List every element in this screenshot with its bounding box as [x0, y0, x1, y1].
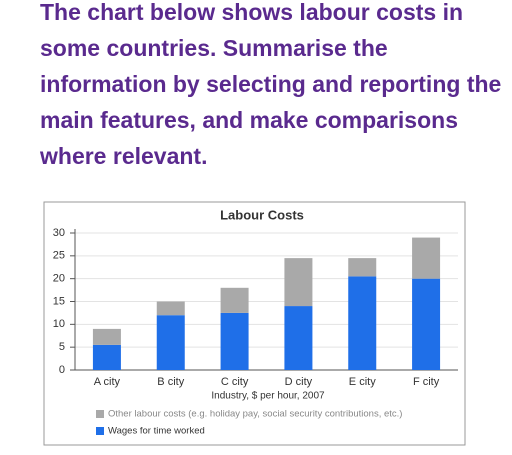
bar-segment [284, 258, 313, 307]
chart-title: Labour Costs [220, 207, 304, 222]
legend-swatch [96, 427, 104, 435]
x-tick-label: E city [349, 376, 376, 388]
bar-segment [348, 276, 377, 370]
y-tick-label: 5 [59, 341, 65, 353]
y-tick-label: 25 [53, 250, 65, 262]
prompt-text: The chart below shows labour costs in so… [40, 0, 502, 169]
x-tick-label: B city [157, 376, 184, 388]
x-tick-label: C city [221, 376, 249, 388]
y-tick-label: 15 [53, 295, 65, 307]
legend-label: Other labour costs (e.g. holiday pay, so… [108, 409, 402, 420]
bar-segment [348, 258, 377, 277]
bar-segment [412, 237, 441, 279]
bar-segment [412, 278, 441, 370]
x-tick-label: D city [285, 376, 313, 388]
bar-segment [92, 328, 121, 345]
legend-label: Wages for time worked [108, 426, 205, 437]
bar-segment [156, 301, 185, 316]
y-tick-label: 10 [53, 318, 65, 330]
legend-swatch [96, 410, 104, 418]
chart-frame [43, 201, 466, 446]
y-tick-label: 0 [59, 364, 65, 376]
y-tick-label: 20 [53, 273, 65, 285]
x-axis-label: Industry, $ per hour, 2007 [211, 391, 325, 402]
y-tick-label: 30 [53, 227, 65, 239]
bar-segment [220, 287, 249, 313]
bar-segment [92, 344, 121, 370]
bar-segment [220, 312, 249, 370]
bar-segment [156, 315, 185, 370]
x-tick-label: F city [413, 376, 440, 388]
bar-segment [284, 306, 313, 370]
x-tick-label: A city [94, 376, 121, 388]
